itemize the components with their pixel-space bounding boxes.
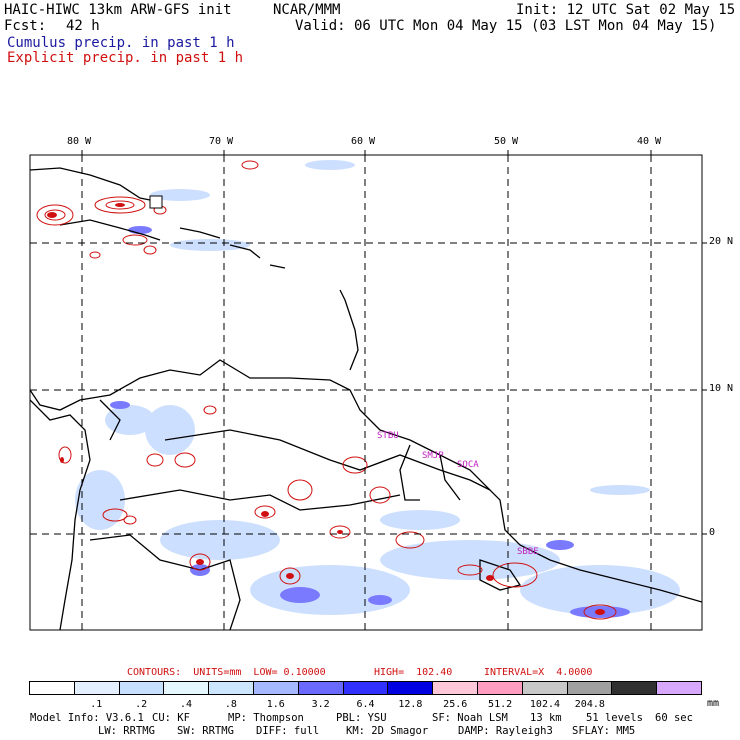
footer-diff: DIFF: full <box>256 725 320 737</box>
colorbar-bin <box>30 682 75 694</box>
colorbar-tick: .2 <box>135 699 148 710</box>
footer-sflay: SFLAY: MM5 <box>572 725 636 737</box>
colorbar-bin <box>298 682 344 694</box>
footer-pbl: PBL: YSU <box>336 712 387 724</box>
colorbar-bin <box>74 682 120 694</box>
colorbar-bin <box>253 682 299 694</box>
lon-label-80w: 80 W <box>67 136 92 147</box>
colorbar-tick: .1 <box>90 699 103 710</box>
colorbar-tick: 1.6 <box>266 699 285 710</box>
cumulus-legend: Cumulus precip. in past 1 h <box>7 35 235 51</box>
colorbar-tick: 12.8 <box>398 699 423 710</box>
colorbar-bin <box>209 682 254 694</box>
footer-levels: 51 levels <box>586 712 643 724</box>
contour-units: CONTOURS: UNITS=mm LOW= 0.10000 <box>127 667 326 678</box>
fcst-value: 42 h <box>66 18 100 34</box>
lon-label-60w: 60 W <box>351 136 376 147</box>
footer-lw: LW: RRTMG <box>98 725 155 737</box>
lat-label-20n: 20 N <box>709 236 734 247</box>
footer-timestep: 60 sec <box>655 712 693 724</box>
footer-damp: DAMP: Rayleigh3 <box>458 725 553 737</box>
station-label: SBBE <box>517 547 539 557</box>
valid-time: Valid: 06 UTC Mon 04 May 15 (03 LST Mon … <box>295 18 717 34</box>
colorbar-bin <box>433 682 478 694</box>
colorbar-bin <box>388 682 434 694</box>
contour-high: HIGH= 102.40 <box>374 667 453 678</box>
init-time: Init: 12 UTC Sat 02 May 15 <box>516 2 736 18</box>
footer-mp: MP: Thompson <box>228 712 304 724</box>
station-label: STBU <box>377 431 399 441</box>
footer-sf: SF: Noah LSM <box>432 712 508 724</box>
contour-interval: INTERVAL=X 4.0000 <box>484 667 593 678</box>
colorbar-tick: 25.6 <box>443 699 468 710</box>
colorbar-bin <box>612 682 658 694</box>
map-frame <box>29 154 703 631</box>
org-label: NCAR/MMM <box>273 2 341 18</box>
colorbar <box>29 681 702 695</box>
lon-label-40w: 40 W <box>637 136 662 147</box>
footer-model-info: Model Info: V3.6.1 <box>30 712 144 724</box>
lon-label-70w: 70 W <box>209 136 234 147</box>
colorbar-tick: 102.4 <box>529 699 561 710</box>
lat-label-10n: 10 N <box>709 383 734 394</box>
footer-resolution: 13 km <box>530 712 562 724</box>
lon-label-50w: 50 W <box>494 136 519 147</box>
station-label: SMJP <box>422 451 444 461</box>
cumulus-precip-shading <box>75 160 680 615</box>
lat-label-0: 0 <box>709 527 716 538</box>
footer-cu: CU: KF <box>152 712 190 724</box>
colorbar-bin <box>477 682 523 694</box>
colorbar-tick: 204.8 <box>574 699 605 710</box>
model-title: HAIC-HIWC 13km ARW-GFS init <box>4 2 232 18</box>
marker-box <box>149 195 163 209</box>
colorbar-bin <box>657 682 701 694</box>
colorbar-bin <box>567 682 613 694</box>
colorbar-unit: mm <box>707 698 720 709</box>
colorbar-tick: 6.4 <box>356 699 375 710</box>
colorbar-bin <box>164 682 210 694</box>
colorbar-bin <box>119 682 165 694</box>
station-label: SOCA <box>457 460 479 470</box>
colorbar-tick: 51.2 <box>488 699 513 710</box>
graticule <box>30 155 702 630</box>
footer-sw: SW: RRTMG <box>177 725 234 737</box>
footer-km: KM: 2D Smagor <box>346 725 429 737</box>
explicit-precip-cores <box>47 203 605 615</box>
colorbar-tick: .8 <box>224 699 237 710</box>
explicit-legend: Explicit precip. in past 1 h <box>7 50 244 66</box>
colorbar-bin <box>343 682 389 694</box>
colorbar-tick: 3.2 <box>311 699 330 710</box>
fcst-label: Fcst: <box>4 18 47 34</box>
colorbar-bin <box>522 682 568 694</box>
colorbar-tick: .4 <box>180 699 193 710</box>
